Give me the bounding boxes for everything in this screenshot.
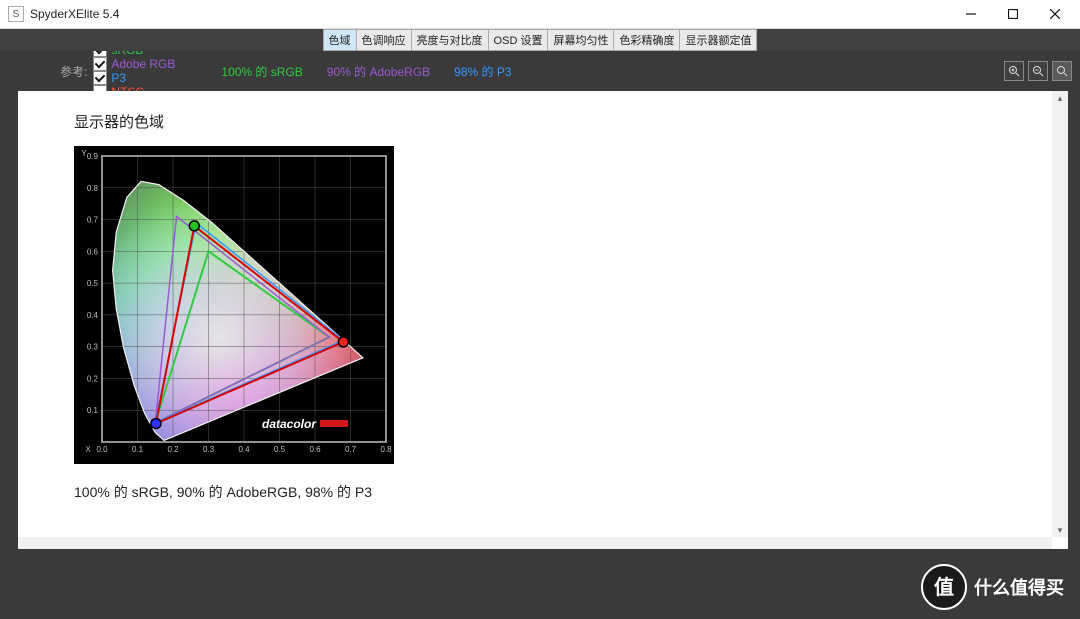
svg-text:0.8: 0.8 [380, 445, 392, 454]
svg-text:0.9: 0.9 [87, 152, 99, 161]
ref-label-text: P3 [111, 71, 126, 85]
tab-4[interactable]: 屏幕均匀性 [548, 30, 614, 50]
svg-text:0.3: 0.3 [87, 343, 99, 352]
minimize-button[interactable] [950, 0, 992, 28]
vertical-scrollbar[interactable]: ▴ ▾ [1052, 91, 1068, 537]
ref-toolbar: 参考: sRGBAdobe RGBP3NTSC 100% 的 sRGB90% 的… [0, 51, 1080, 91]
scroll-up-icon[interactable]: ▴ [1052, 91, 1068, 105]
svg-text:0.5: 0.5 [87, 279, 99, 288]
stat-2: 98% 的 P3 [454, 65, 511, 79]
tab-1[interactable]: 色调响应 [357, 30, 412, 50]
svg-text:0.7: 0.7 [87, 216, 99, 225]
tab-0[interactable]: 色域 [324, 30, 357, 50]
zoom-fit-icon[interactable] [1052, 61, 1072, 81]
scroll-down-icon[interactable]: ▾ [1052, 523, 1068, 537]
svg-text:datacolor: datacolor [262, 417, 317, 431]
ref-label: 参考: [60, 63, 87, 80]
svg-text:0.3: 0.3 [203, 445, 215, 454]
content-viewport: 显示器的色域 0.0 0.1 0.2 0.3 0.4 0.5 0.6 0.7 0.8 0.1 0.2… [18, 91, 1068, 549]
svg-text:X: X [85, 445, 91, 454]
tab-2[interactable]: 亮度与对比度 [412, 30, 489, 50]
titlebar: S SpyderXElite 5.4 [0, 0, 1080, 29]
zoom-in-icon[interactable] [1004, 61, 1024, 81]
stat-0: 100% 的 sRGB [221, 65, 302, 79]
app-icon: S [8, 6, 24, 22]
svg-text:0.4: 0.4 [87, 311, 99, 320]
svg-text:0.2: 0.2 [167, 445, 179, 454]
tab-3[interactable]: OSD 设置 [489, 30, 549, 50]
gamut-chart: 0.0 0.1 0.2 0.3 0.4 0.5 0.6 0.7 0.8 0.1 0.2 0.3 0.4 0… [74, 146, 394, 464]
svg-text:0.1: 0.1 [87, 406, 99, 415]
stat-1: 90% 的 AdobeRGB [327, 65, 430, 79]
ref-adobergb[interactable]: Adobe RGB [93, 57, 175, 71]
ref-label-text: Adobe RGB [111, 57, 175, 71]
horizontal-scrollbar[interactable] [18, 537, 1052, 549]
maximize-button[interactable] [992, 0, 1034, 28]
svg-text:0.6: 0.6 [87, 247, 99, 256]
svg-text:Y: Y [81, 149, 87, 158]
svg-text:0.2: 0.2 [87, 374, 99, 383]
svg-text:0.8: 0.8 [87, 184, 99, 193]
tab-6[interactable]: 显示器额定值 [680, 30, 756, 50]
svg-text:0.1: 0.1 [132, 445, 144, 454]
ref-checkbox[interactable] [93, 71, 107, 85]
svg-text:0.6: 0.6 [309, 445, 321, 454]
close-button[interactable] [1034, 0, 1076, 28]
tab-5[interactable]: 色彩精确度 [614, 30, 680, 50]
svg-text:0.0: 0.0 [96, 445, 108, 454]
ref-checkbox[interactable] [93, 57, 107, 71]
zoom-out-icon[interactable] [1028, 61, 1048, 81]
chart-caption: 100% 的 sRGB, 90% 的 AdobeRGB, 98% 的 P3 [74, 482, 1068, 502]
tabs-row: 色域色调响应亮度与对比度OSD 设置屏幕均匀性色彩精确度显示器额定值 [0, 29, 1080, 51]
ref-p3[interactable]: P3 [93, 71, 175, 85]
window-title: SpyderXElite 5.4 [30, 7, 119, 21]
svg-text:0.5: 0.5 [274, 445, 286, 454]
svg-text:0.4: 0.4 [238, 445, 250, 454]
page-heading: 显示器的色域 [74, 111, 1068, 132]
svg-text:0.7: 0.7 [345, 445, 357, 454]
